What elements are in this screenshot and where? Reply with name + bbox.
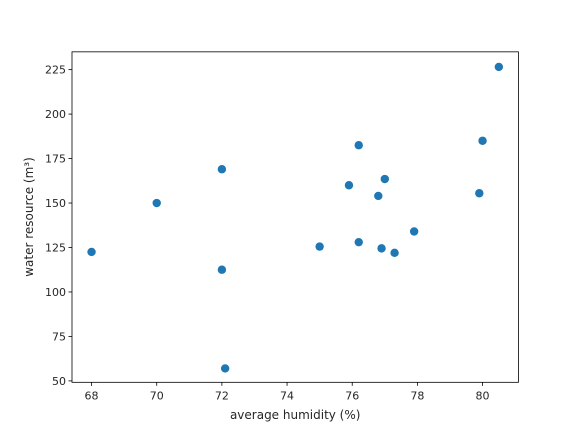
x-tick-label: 68	[85, 389, 99, 402]
data-point	[152, 198, 161, 208]
data-point	[344, 181, 354, 190]
data-point	[475, 189, 484, 198]
y-tick-label: 175	[45, 153, 66, 166]
data-points	[87, 62, 504, 373]
y-tick-label: 100	[45, 286, 66, 299]
data-point	[380, 174, 390, 184]
data-point	[220, 364, 230, 373]
data-point	[217, 165, 227, 174]
x-axis-label: average humidity (%)	[230, 408, 361, 422]
data-point	[354, 141, 363, 150]
y-tick-label: 150	[45, 197, 66, 210]
y-tick-label: 50	[52, 375, 66, 388]
y-tick-label: 225	[45, 64, 66, 77]
x-tick-label: 76	[345, 389, 359, 402]
data-point	[374, 191, 383, 201]
y-axis: 50 75 100 125 150 175 200 225	[45, 64, 72, 388]
plot-frame	[71, 51, 519, 383]
data-point	[409, 227, 419, 236]
y-tick-label: 200	[45, 108, 66, 121]
data-point	[315, 242, 324, 251]
data-point	[87, 247, 96, 257]
x-tick-label: 72	[215, 389, 229, 402]
x-tick-label: 80	[476, 389, 490, 402]
y-tick-label: 75	[52, 330, 66, 343]
data-point	[217, 265, 227, 274]
x-axis: 68 70 72 74 76 78 80	[85, 382, 490, 402]
data-point	[478, 136, 487, 145]
y-tick-label: 125	[45, 241, 66, 254]
data-point	[494, 62, 504, 72]
x-tick-label: 78	[410, 389, 424, 402]
data-point	[377, 244, 386, 253]
x-tick-label: 70	[150, 389, 164, 402]
x-tick-label: 74	[280, 389, 294, 402]
data-point	[354, 237, 363, 247]
y-axis-label: water resource (m³)	[22, 157, 36, 277]
data-point	[390, 248, 399, 258]
